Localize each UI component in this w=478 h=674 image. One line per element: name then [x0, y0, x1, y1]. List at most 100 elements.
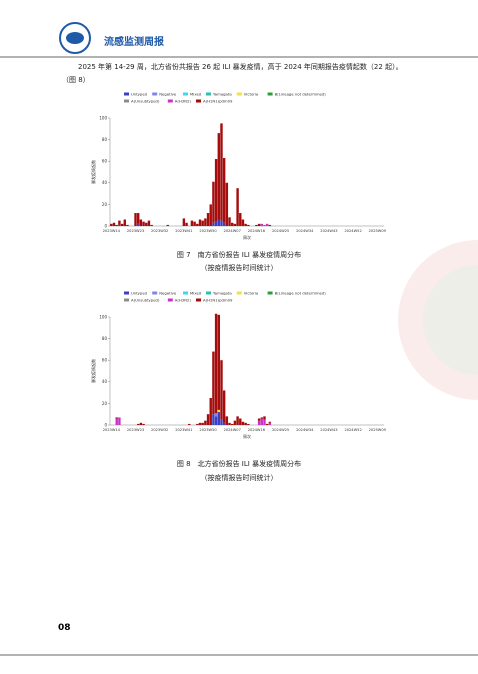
header-title: 流感监测周报: [104, 37, 164, 48]
bar-segment: [241, 219, 245, 226]
legend-swatch: [124, 291, 129, 295]
bar-segment: [217, 409, 221, 413]
bar-segment: [233, 223, 237, 226]
legend-swatch: [183, 291, 188, 295]
x-tick-label: 2023W41: [175, 229, 192, 233]
bar-segment: [126, 224, 129, 226]
bar-segment: [263, 224, 266, 226]
legend-swatch: [167, 298, 173, 302]
bar-segment: [222, 157, 226, 223]
bar-segment: [220, 220, 223, 226]
y-tick-label: 80: [102, 137, 108, 142]
chart: Untyped Negative Mixed Yamagata Victoria B(Li…: [90, 290, 387, 439]
bar-segment: [212, 222, 215, 226]
bar-segment: [222, 222, 226, 226]
x-tick-label: 2023W23: [127, 229, 144, 233]
bar-segment: [196, 223, 199, 226]
bar-segment: [222, 422, 226, 425]
x-tick-label: 2024W16: [248, 428, 266, 432]
bar-segment: [228, 422, 231, 425]
y-axis-title: 暴发疫情起数: [90, 160, 96, 184]
x-tick-label: 2025W09: [369, 428, 387, 432]
x-tick-label: 2024W34: [296, 428, 314, 432]
bar-segment: [190, 220, 194, 226]
y-tick-label: 60: [102, 358, 108, 363]
bar-segment: [198, 422, 202, 425]
bar-segment: [136, 223, 140, 226]
bar-segment: [120, 223, 124, 226]
legend-swatch: [124, 99, 129, 103]
bar-segment: [247, 224, 250, 226]
x-tick-label: 2023W14: [103, 428, 121, 432]
legend-swatch: [236, 92, 242, 96]
bar-segment: [118, 220, 121, 225]
bar-segment: [112, 222, 116, 226]
bar-segment: [115, 418, 118, 425]
bar-segment: [142, 423, 145, 425]
bar-segment: [225, 182, 229, 226]
bar-segment: [142, 221, 145, 226]
bar-segment: [147, 220, 151, 226]
legend-swatch: [196, 298, 201, 302]
bar-segment: [222, 390, 226, 423]
bar-segment: [239, 213, 242, 226]
x-tick-label: 2025W09: [369, 229, 387, 233]
x-tick-label: 2024W25: [272, 229, 289, 233]
x-tick-label: 2023W14: [103, 229, 121, 233]
bar-segment: [236, 416, 239, 425]
logo-mark: [66, 32, 84, 44]
bar-segment: [166, 224, 169, 226]
legend-label: Untyped: [131, 290, 148, 295]
y-tick-label: 80: [102, 336, 108, 341]
bar-segment: [182, 218, 186, 226]
legend-label: Negative: [159, 290, 177, 295]
x-tick-label: 2024W16: [248, 229, 266, 233]
legend-swatch: [152, 92, 158, 96]
paragraph-line: （图 8）: [62, 76, 90, 84]
bar-segment: [196, 423, 199, 425]
bar-segment: [263, 419, 266, 425]
bar-segment: [231, 423, 234, 425]
legend-swatch: [124, 92, 129, 96]
x-tick-label: 2023W32: [151, 428, 168, 432]
legend-swatch: [167, 99, 173, 103]
bar-segment: [217, 314, 221, 410]
bar-segment: [228, 217, 231, 226]
y-axis-title: 暴发疫情起数: [90, 359, 96, 383]
bar-segment: [204, 218, 207, 226]
y-tick-label: 100: [99, 314, 107, 319]
legend-label: Yamagata: [213, 91, 232, 96]
y-tick-label: 60: [102, 159, 108, 164]
y-tick-label: 40: [102, 379, 108, 384]
bar-segment: [217, 133, 221, 220]
y-tick-label: 20: [102, 202, 108, 207]
bar-segment: [139, 422, 143, 425]
legend-label: A(Unsubtyped): [131, 297, 160, 302]
legend-label: Yamagata: [213, 290, 232, 295]
bar-segment: [139, 219, 143, 226]
legend-swatch: [236, 291, 242, 295]
legend-label: B(Lineage not determined): [275, 290, 327, 295]
x-tick-label: 2023W32: [151, 229, 168, 233]
bar-segment: [188, 423, 191, 425]
bar-segment: [268, 224, 272, 226]
figure-note: （按疫情报告时间统计）: [200, 264, 278, 272]
bar-segment: [257, 420, 261, 425]
bar-segment: [118, 417, 121, 425]
x-tick-label: 2024W43: [320, 428, 337, 432]
bar-segment: [217, 412, 221, 425]
legend-label: A(H1N1)pdm09: [203, 297, 233, 302]
legend-label: Victoria: [244, 91, 258, 96]
bar-segment: [268, 422, 272, 425]
legend-swatch: [267, 92, 273, 96]
bar-segment: [212, 351, 215, 415]
bar-segment: [214, 416, 218, 425]
legend-label: A(H3N2): [175, 297, 192, 302]
legend-swatch: [206, 92, 211, 96]
bar-segment: [265, 223, 269, 226]
x-tick-label: 2024W52: [344, 229, 361, 233]
x-tick-label: 2024W25: [272, 428, 289, 432]
legend-label: A(H3N2): [175, 98, 192, 103]
